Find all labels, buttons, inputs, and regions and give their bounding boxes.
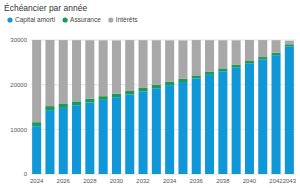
bar-segment <box>192 75 201 78</box>
bar-segment <box>165 85 174 174</box>
x-tick-label: 2034 <box>163 178 177 184</box>
grid-line <box>30 40 296 41</box>
bar-segment <box>232 40 241 65</box>
x-tick-label: 2032 <box>136 178 150 184</box>
y-tick-label: 10000 <box>10 127 27 133</box>
bar-segment <box>272 40 281 53</box>
x-tick-label: 2026 <box>57 178 71 184</box>
bar-segment <box>32 40 41 122</box>
bar-segment <box>112 94 121 98</box>
legend-swatch <box>7 17 12 22</box>
bar-segment <box>85 99 94 103</box>
bar-segment <box>165 82 174 85</box>
bar-segment <box>245 40 254 61</box>
legend-label: Intérêts <box>116 16 138 23</box>
bar-segment <box>205 75 214 174</box>
bar-segment <box>59 104 68 108</box>
bar-segment <box>99 96 108 100</box>
bar-segment <box>285 44 294 46</box>
bar-segment <box>112 97 121 174</box>
bar-segment <box>258 60 267 174</box>
bar-segment <box>165 40 174 82</box>
x-tick-label: 2040 <box>243 178 257 184</box>
x-tick-label: 2036 <box>190 178 204 184</box>
bar-segment <box>218 71 227 174</box>
bar-segment <box>99 100 108 174</box>
bar-segment <box>205 40 214 72</box>
bar-segment <box>139 40 148 88</box>
bar-segment <box>205 72 214 75</box>
bar-segment <box>152 85 161 88</box>
bar-segment <box>218 68 227 71</box>
x-tick-label: 2028 <box>83 178 97 184</box>
bar-segment <box>178 79 187 82</box>
bars <box>32 40 294 174</box>
chart: Échéancier par année Capital amorti Assura… <box>0 0 300 188</box>
bar-segment <box>139 88 148 91</box>
x-tick-label: 2042 <box>269 178 283 184</box>
bar-segment <box>72 105 81 174</box>
bar-segment <box>272 53 281 56</box>
y-tick-label: 0 <box>24 171 28 177</box>
bar-segment <box>59 108 68 174</box>
grid-line <box>30 174 296 175</box>
legend-swatch <box>108 17 113 22</box>
bar-segment <box>72 101 81 105</box>
bar-segment <box>152 88 161 174</box>
y-tick-label: 20000 <box>10 82 27 88</box>
bar-segment <box>192 78 201 174</box>
bar-segment <box>125 94 134 174</box>
bar-segment <box>285 47 294 174</box>
bar-segment <box>45 40 54 106</box>
bar-segment <box>32 122 41 126</box>
bar-segment <box>258 57 267 60</box>
y-tick-label: 30000 <box>10 37 27 43</box>
bar-segment <box>245 61 254 64</box>
bar-segment <box>258 40 267 57</box>
x-tick-label: 2030 <box>110 178 124 184</box>
bar-segment <box>152 40 161 85</box>
bar-segment <box>72 40 81 101</box>
bar-segment <box>85 103 94 174</box>
legend-label: Capital amorti <box>15 16 55 24</box>
bar-segment <box>99 40 108 96</box>
legend-swatch <box>63 17 68 22</box>
bar-segment <box>285 41 294 45</box>
bar-segment <box>245 64 254 174</box>
bar-segment <box>32 126 41 174</box>
bar-segment <box>232 65 241 68</box>
x-tick-label: 2024 <box>30 178 44 184</box>
x-tick-label: 2038 <box>216 178 230 184</box>
bar-segment <box>218 40 227 68</box>
bar-segment <box>45 106 54 110</box>
legend-label: Assurance <box>70 16 101 23</box>
x-tick-label: 2043 <box>283 178 297 184</box>
bar-segment <box>45 110 54 174</box>
bar-segment <box>178 40 187 78</box>
bar-segment <box>125 40 134 91</box>
bar-segment <box>59 40 68 104</box>
title: Échéancier par année <box>4 3 87 13</box>
bar-segment <box>85 40 94 99</box>
bar-segment <box>139 91 148 174</box>
bar-segment <box>232 68 241 174</box>
bar-segment <box>192 40 201 75</box>
bar-segment <box>125 91 134 94</box>
bar-segment <box>178 82 187 174</box>
grid-line <box>30 84 296 85</box>
grid-line <box>30 129 296 130</box>
bar-segment <box>272 55 281 174</box>
bar-segment <box>112 40 121 93</box>
